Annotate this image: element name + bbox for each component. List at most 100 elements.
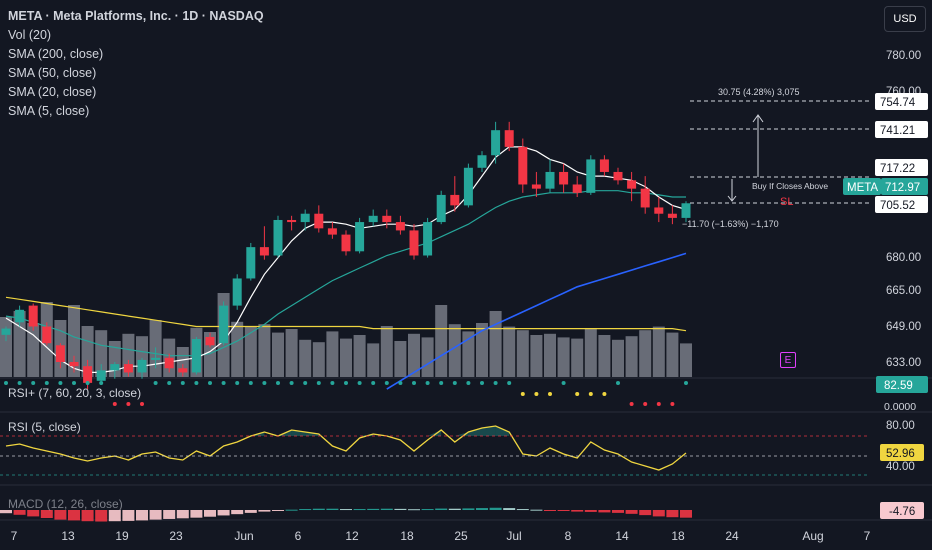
candle-body <box>395 222 405 231</box>
candle-body <box>219 305 229 344</box>
volume-bar <box>503 326 516 377</box>
macd-bar <box>136 510 148 521</box>
volume-bar <box>122 333 135 377</box>
candle-body <box>123 364 133 373</box>
macd-bar <box>95 510 108 522</box>
macd-bar <box>680 510 692 518</box>
currency-button[interactable]: USD <box>884 6 926 32</box>
rsi-plus-dot <box>643 402 648 406</box>
macd-bar <box>598 510 611 513</box>
rsi-plus-dot <box>17 381 22 385</box>
macd-bar <box>68 510 80 521</box>
macd-bar <box>13 510 26 515</box>
candle-body <box>463 167 473 206</box>
macd-bar <box>625 510 638 514</box>
rsi-label[interactable]: RSI (5, close) <box>8 420 81 434</box>
time-tick-label: 25 <box>454 529 468 543</box>
macd-bar <box>612 510 624 513</box>
macd-bar <box>666 510 679 518</box>
macd-bar <box>122 510 135 521</box>
symbol-title[interactable]: META · Meta Platforms, Inc. · 1D · NASDA… <box>8 9 264 23</box>
level3-price-label: 717.22 <box>880 163 915 175</box>
symbol-box <box>843 178 881 195</box>
indicator-sma5[interactable]: SMA (5, close) <box>8 104 90 118</box>
rsi-plus-dot <box>656 402 661 406</box>
macd-bar <box>299 509 312 511</box>
rsi-plus-dot <box>180 381 185 385</box>
stop-price-box <box>875 196 928 213</box>
macd-label[interactable]: MACD (12, 26, close) <box>8 497 123 511</box>
rsi-plus-dot <box>140 402 144 406</box>
candle-body <box>15 309 25 323</box>
rsi-plus-dot <box>221 381 226 385</box>
symbol-label: META <box>847 182 878 194</box>
rsi-overbought-fill <box>482 426 496 436</box>
rsi-plus-dot <box>126 402 131 406</box>
rsi-plus-dot <box>167 381 172 385</box>
candle-body <box>627 180 637 189</box>
macd-value: -4.76 <box>889 506 915 518</box>
price-pane[interactable] <box>0 0 870 378</box>
candle-body <box>191 339 201 373</box>
sma5-line <box>5 146 687 373</box>
volume-bar <box>544 333 556 377</box>
indicator-sma200[interactable]: SMA (200, close) <box>8 47 104 61</box>
candle-body <box>69 362 79 367</box>
volume-bar <box>530 335 543 377</box>
time-tick-label: 8 <box>565 529 572 543</box>
moving-averages <box>5 146 687 390</box>
macd-bar <box>408 509 420 511</box>
indicator-sma50[interactable]: SMA (50, close) <box>8 66 97 80</box>
candle-body <box>178 368 188 373</box>
rsi-plus-dot <box>99 381 104 385</box>
volume-bar <box>285 329 298 377</box>
time-tick-label: 13 <box>61 529 75 543</box>
time-axis: 7 13 19 23 Jun 6 12 18 25 Jul 8 14 18 24 Aug 7 <box>11 529 871 543</box>
volume-bar <box>353 335 366 377</box>
rsi-plus-zero: 0.0000 <box>884 401 916 413</box>
indicator-vol[interactable]: Vol (20) <box>8 28 52 42</box>
candle-body <box>368 215 378 223</box>
rsi-plus-label[interactable]: RSI+ (7, 60, 20, 3, close) <box>8 386 142 400</box>
earnings-badge[interactable]: E <box>780 352 796 368</box>
last-price-label: 712.97 <box>885 182 920 194</box>
volume-bar <box>625 336 638 377</box>
rsi-plus-dot <box>31 381 36 385</box>
macd-bar <box>584 510 597 512</box>
macd-bar <box>530 509 543 511</box>
level2-price-box <box>875 121 928 138</box>
rsi-plus-dot <box>262 381 267 385</box>
macd-bar <box>258 510 271 512</box>
rsi-plus-dot <box>629 402 634 406</box>
macd-bar <box>544 510 556 511</box>
rsi-plus-dot <box>276 381 280 385</box>
rsi-plus-dot <box>153 381 158 385</box>
stop-arrowhead <box>727 195 737 202</box>
indicator-sma20[interactable]: SMA (20, close) <box>8 85 97 99</box>
candle-body <box>151 357 161 360</box>
macd-bar <box>652 510 665 517</box>
rsi-plus-dot <box>507 381 512 385</box>
price-tick: 680.00 <box>886 252 921 264</box>
candle-body <box>450 194 460 206</box>
rsi-plus-dot <box>398 381 403 385</box>
target-annotation: 30.75 (4.28%) 3,075 <box>718 87 800 97</box>
volume-bar <box>13 311 26 377</box>
candle-body <box>55 345 65 362</box>
rsi-plus-value-box <box>876 376 928 393</box>
candle-body <box>42 326 52 344</box>
volume-bar <box>272 332 284 377</box>
macd-bar <box>340 509 352 511</box>
rsi-plus-dot <box>330 381 335 385</box>
rsi-plus-dot <box>384 381 389 385</box>
rsi-plus-dot <box>44 381 49 385</box>
candle-body <box>423 222 433 256</box>
volume-bar <box>326 331 339 377</box>
rsi-overbought-fill <box>291 430 306 436</box>
sma200-line <box>5 296 687 332</box>
time-tick-label: 18 <box>671 529 685 543</box>
volume-bar <box>666 332 679 377</box>
candle-body <box>205 336 215 346</box>
candle-body <box>559 171 569 185</box>
